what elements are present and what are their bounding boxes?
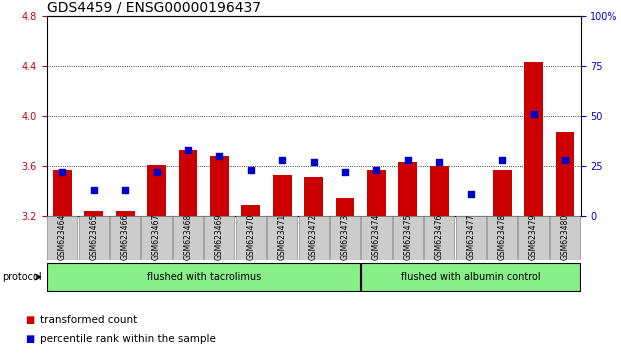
Bar: [461, 216, 480, 217]
FancyBboxPatch shape: [267, 216, 297, 260]
FancyBboxPatch shape: [299, 216, 329, 260]
Point: [434, 159, 444, 165]
Point: [560, 157, 570, 163]
Text: flushed with albumin control: flushed with albumin control: [401, 272, 540, 282]
Text: GSM623472: GSM623472: [309, 214, 318, 260]
Point: [57, 169, 67, 175]
FancyBboxPatch shape: [330, 216, 360, 260]
Point: [120, 187, 130, 193]
Bar: [399, 162, 417, 216]
Text: GSM623479: GSM623479: [529, 214, 538, 261]
FancyBboxPatch shape: [519, 216, 548, 260]
Text: GSM623469: GSM623469: [215, 214, 224, 261]
FancyBboxPatch shape: [392, 216, 423, 260]
Point: [309, 159, 319, 165]
Point: [371, 167, 381, 173]
Text: protocol: protocol: [2, 272, 42, 282]
Text: GSM623466: GSM623466: [120, 214, 130, 261]
Bar: [178, 150, 197, 216]
Bar: [367, 170, 386, 216]
Bar: [304, 177, 323, 216]
Text: GSM623471: GSM623471: [278, 214, 287, 260]
Point: [528, 111, 538, 117]
FancyBboxPatch shape: [424, 216, 455, 260]
FancyBboxPatch shape: [236, 216, 266, 260]
Bar: [524, 62, 543, 216]
Text: GSM623475: GSM623475: [404, 214, 412, 261]
Bar: [556, 132, 574, 216]
Text: GSM623468: GSM623468: [183, 214, 193, 260]
Point: [214, 153, 224, 159]
Text: GSM623478: GSM623478: [497, 214, 507, 260]
Text: GSM623474: GSM623474: [372, 214, 381, 261]
Bar: [273, 175, 292, 216]
FancyBboxPatch shape: [361, 216, 391, 260]
Text: GSM623470: GSM623470: [247, 214, 255, 261]
Text: transformed count: transformed count: [40, 315, 138, 325]
Text: ■: ■: [25, 334, 34, 344]
Point: [497, 157, 507, 163]
Text: GSM623467: GSM623467: [152, 214, 161, 261]
Bar: [335, 199, 355, 216]
Text: GSM623473: GSM623473: [340, 214, 350, 261]
Text: GSM623476: GSM623476: [435, 214, 444, 261]
FancyBboxPatch shape: [456, 216, 486, 260]
Bar: [53, 170, 71, 216]
Point: [340, 169, 350, 175]
Bar: [210, 156, 229, 216]
Text: GSM623464: GSM623464: [58, 214, 67, 261]
FancyBboxPatch shape: [47, 263, 360, 291]
Bar: [492, 170, 512, 216]
Point: [466, 191, 476, 197]
Text: GSM623477: GSM623477: [466, 214, 475, 261]
Bar: [116, 211, 135, 216]
FancyBboxPatch shape: [173, 216, 203, 260]
Text: percentile rank within the sample: percentile rank within the sample: [40, 334, 216, 344]
FancyBboxPatch shape: [79, 216, 109, 260]
Point: [152, 169, 161, 175]
Point: [246, 167, 256, 173]
Text: flushed with tacrolimus: flushed with tacrolimus: [147, 272, 261, 282]
FancyBboxPatch shape: [550, 216, 580, 260]
Point: [403, 157, 413, 163]
FancyBboxPatch shape: [204, 216, 235, 260]
FancyBboxPatch shape: [110, 216, 140, 260]
Text: ■: ■: [25, 315, 34, 325]
Bar: [242, 205, 260, 216]
Bar: [430, 166, 449, 216]
FancyBboxPatch shape: [142, 216, 171, 260]
Text: GSM623480: GSM623480: [560, 214, 569, 260]
Bar: [84, 211, 103, 216]
FancyBboxPatch shape: [487, 216, 517, 260]
Text: GSM623465: GSM623465: [89, 214, 98, 261]
FancyBboxPatch shape: [47, 216, 78, 260]
Point: [183, 147, 193, 153]
Bar: [147, 165, 166, 216]
Point: [89, 187, 99, 193]
FancyBboxPatch shape: [361, 263, 580, 291]
Text: GDS4459 / ENSG00000196437: GDS4459 / ENSG00000196437: [47, 1, 261, 15]
Point: [277, 157, 287, 163]
